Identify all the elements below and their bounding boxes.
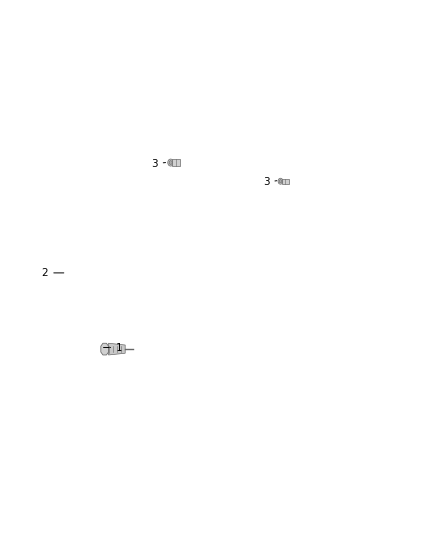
Text: 2: 2 (42, 268, 64, 278)
Circle shape (278, 178, 283, 184)
Polygon shape (282, 179, 289, 184)
Text: 3: 3 (263, 177, 277, 187)
Circle shape (168, 159, 173, 166)
Polygon shape (109, 343, 125, 355)
Text: 3: 3 (151, 159, 166, 168)
Polygon shape (172, 159, 180, 166)
Polygon shape (101, 343, 109, 355)
Circle shape (279, 180, 282, 183)
Text: 1: 1 (103, 343, 123, 352)
Circle shape (169, 160, 172, 165)
